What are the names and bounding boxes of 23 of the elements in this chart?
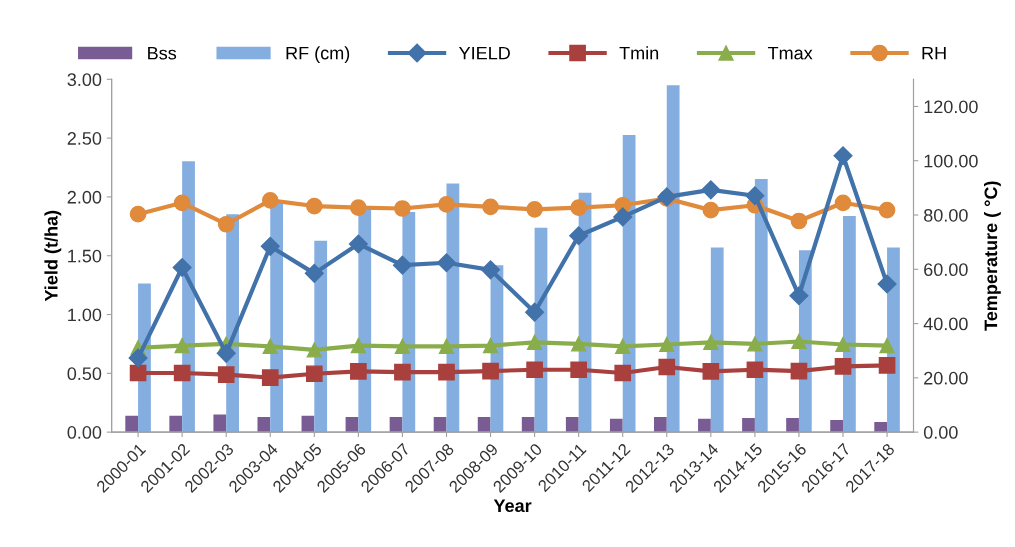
y2-tick-label: 20.00 [924,371,968,385]
y-tick-label: 1.00 [68,308,102,322]
y2-tick-label: 0.00 [923,426,958,439]
legend-label: Bss [148,46,177,60]
y-tick-label: 2.50 [67,132,102,145]
y-tick-label: 0.50 [67,367,102,381]
y-tick-label: 3.00 [67,73,102,87]
y-axis-title: Yield (t/ha) [44,210,62,302]
legend-label: Tmax [767,46,813,60]
y-tick-label: 1.50 [68,249,102,263]
y2-tick-label: 80.00 [924,208,968,222]
y2-axis-title: Temperature ( °C) [984,181,1001,331]
legend-label: YIELD [458,46,510,60]
y-tick-label: 2.00 [67,190,102,204]
y2-tick-label: 100.00 [924,154,978,168]
legend-label: Tmin [619,46,659,60]
y2-tick-label: 40.00 [923,317,968,331]
y2-tick-label: 120.00 [924,100,978,114]
x-axis-title: Year [493,499,532,513]
legend-label: RF (cm) [286,46,350,64]
y2-tick-label: 60.00 [924,263,968,277]
legend-label: RH [922,46,946,60]
y-tick-label: 0.00 [67,426,102,439]
